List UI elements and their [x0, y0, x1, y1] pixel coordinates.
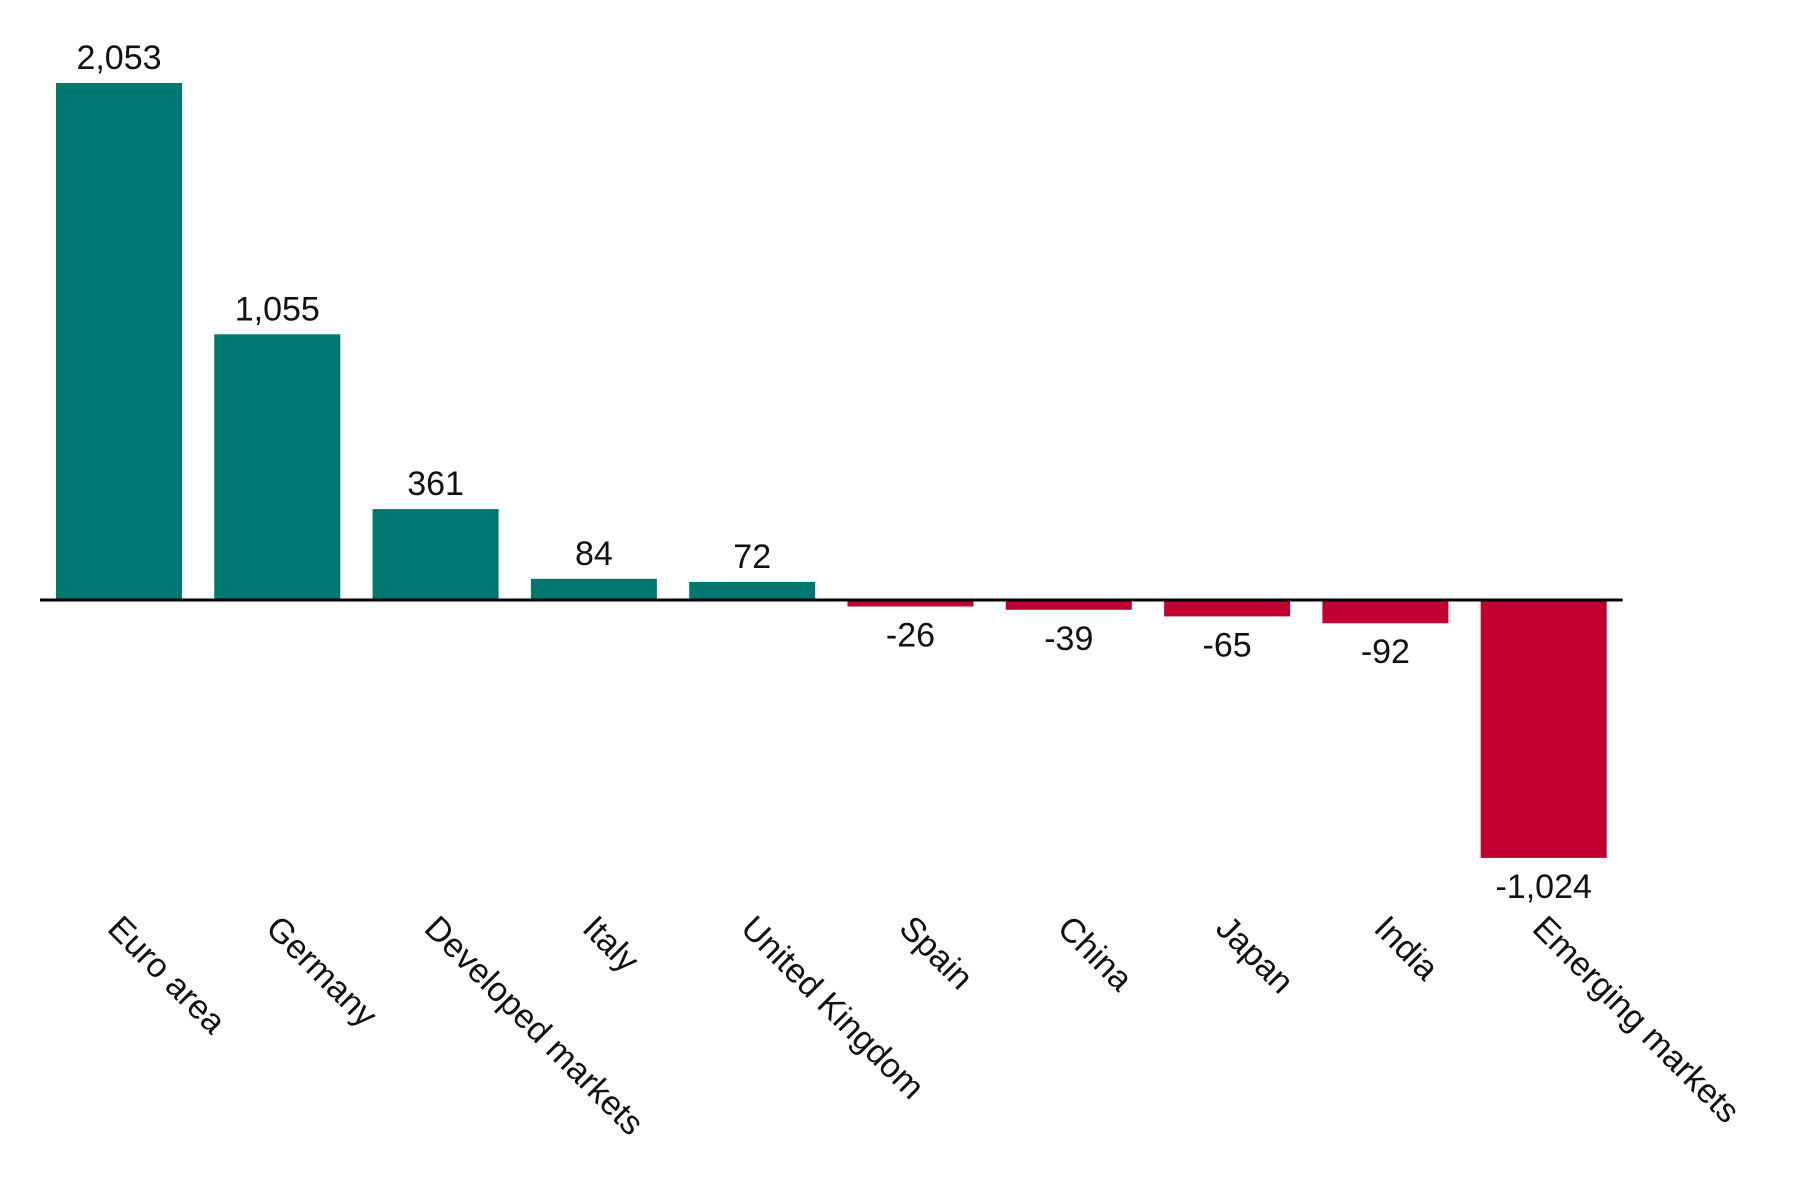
bar-emerging-markets — [1480, 600, 1607, 858]
category-label: Italy — [575, 909, 646, 980]
category-label: Germany — [259, 909, 385, 1035]
category-label: Japan — [1208, 909, 1300, 1001]
category-label: Emerging markets — [1525, 909, 1747, 1131]
value-label: 361 — [407, 465, 464, 503]
bars-layer — [56, 83, 1607, 858]
value-label: -26 — [886, 617, 935, 655]
value-label: 1,055 — [235, 290, 320, 328]
value-labels-layer: 2,053 1,055 361 84 72 -26 -39 -65 -92 -1,024 — [76, 39, 1591, 906]
bar-united-kingdom — [689, 581, 816, 600]
value-label: -65 — [1203, 626, 1252, 664]
value-label: 84 — [575, 535, 613, 573]
value-label: -39 — [1044, 620, 1093, 658]
category-label: China — [1050, 909, 1140, 999]
bar-developed-markets — [372, 509, 499, 600]
category-label: Euro area — [100, 909, 233, 1042]
bar-india — [1322, 600, 1449, 624]
category-label: India — [1367, 909, 1446, 988]
value-label: -1,024 — [1495, 868, 1591, 906]
value-label: 2,053 — [76, 39, 161, 77]
bar-spain — [847, 600, 974, 607]
bar-germany — [214, 334, 341, 600]
value-label: -92 — [1361, 633, 1410, 671]
bar-italy — [530, 578, 657, 600]
value-label: 72 — [733, 538, 771, 576]
bar-china — [1005, 600, 1132, 610]
bar-euro-area — [56, 83, 182, 600]
category-label: Spain — [892, 909, 980, 997]
bar-japan — [1164, 600, 1291, 617]
